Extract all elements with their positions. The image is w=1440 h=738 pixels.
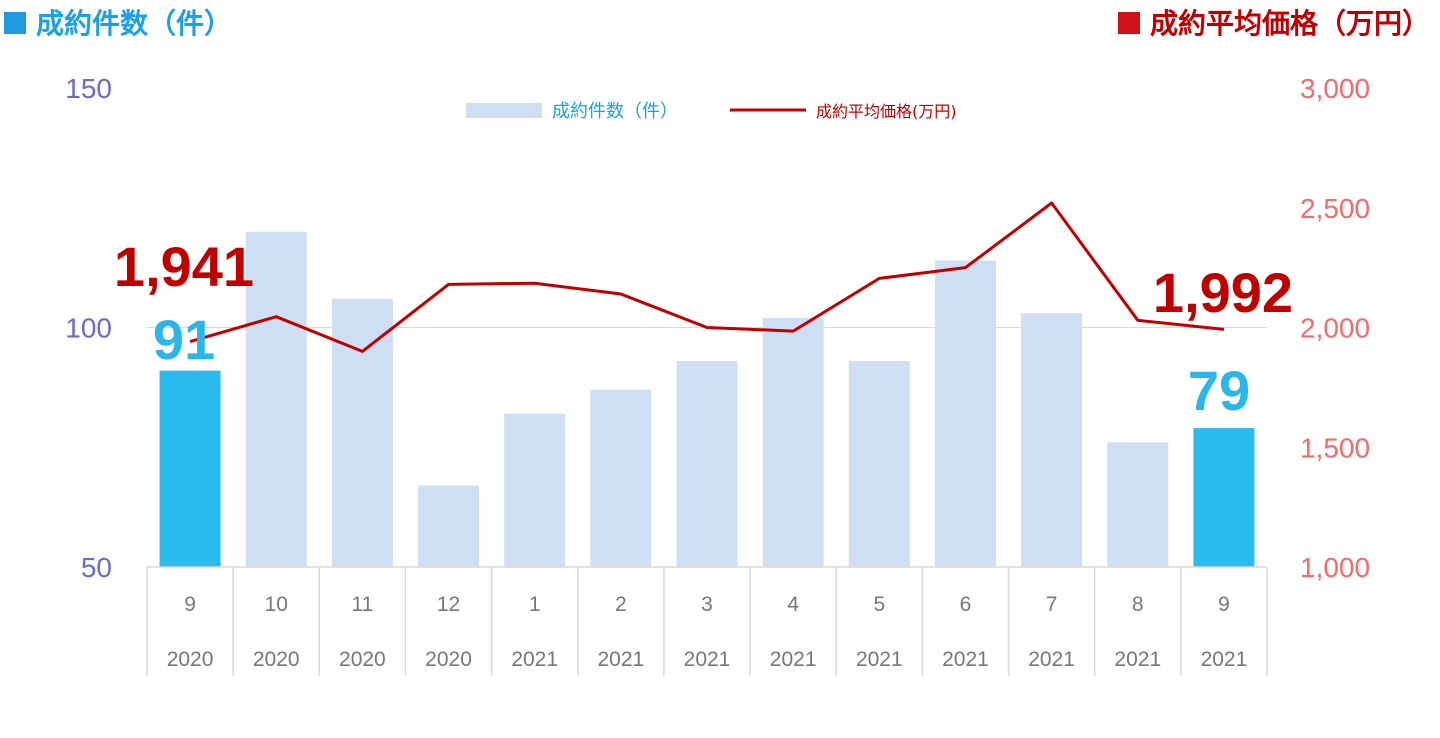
bar-label-last: 79 (1188, 359, 1250, 422)
x-tick-month: 9 (1218, 593, 1230, 616)
right-axis-tick: 1,000 (1300, 552, 1370, 583)
x-tick-month: 1 (529, 593, 541, 616)
x-tick-year: 2021 (1114, 648, 1161, 671)
x-tick-month: 5 (873, 593, 885, 616)
bar (418, 485, 480, 567)
x-tick-year: 2020 (167, 648, 214, 671)
x-tick-year: 2021 (597, 648, 644, 671)
right-axis-tick: 3,000 (1300, 73, 1370, 104)
right-header-text: 成約平均価格（万円） (1149, 7, 1430, 40)
bar (245, 231, 307, 567)
right-axis-tick: 2,500 (1300, 193, 1370, 224)
right-header-square-icon (1117, 12, 1140, 34)
line-label-first: 1,941 (114, 235, 254, 298)
left-header-square-icon (4, 12, 26, 34)
x-tick-year: 2020 (425, 648, 472, 671)
x-tick-month: 6 (960, 593, 972, 616)
legend-bar-label: 成約件数（件） (552, 101, 678, 122)
x-tick-month: 2 (615, 593, 627, 616)
bar (934, 260, 996, 567)
x-tick-year: 2020 (339, 648, 386, 671)
x-tick-month: 11 (351, 593, 373, 616)
x-tick-year: 2021 (684, 648, 731, 671)
x-tick-year: 2021 (1201, 648, 1248, 671)
legend-bar-swatch (466, 103, 542, 118)
x-tick-year: 2021 (770, 648, 817, 671)
x-tick-month: 12 (437, 593, 460, 616)
x-tick-year: 2020 (253, 648, 300, 671)
x-tick-month: 9 (184, 593, 196, 616)
bar (331, 298, 393, 567)
line-label-last: 1,992 (1153, 261, 1293, 324)
left-axis-tick: 150 (65, 73, 112, 104)
bar (504, 413, 566, 567)
x-tick-month: 4 (787, 593, 799, 616)
x-tick-year: 2021 (511, 648, 558, 671)
bar (762, 317, 824, 567)
left-axis-tick: 100 (65, 313, 112, 344)
bar (676, 361, 738, 567)
right-axis-tick: 1,500 (1300, 432, 1370, 463)
x-tick-month: 10 (265, 593, 288, 616)
x-tick-month: 7 (1046, 593, 1058, 616)
right-axis-tick: 2,000 (1300, 313, 1370, 344)
x-tick-month: 8 (1132, 593, 1144, 616)
right-axis-header: 成約平均価格（万円） (1117, 2, 1430, 42)
x-tick-year: 2021 (1028, 648, 1075, 671)
x-tick-month: 3 (701, 593, 713, 616)
x-tick-year: 2021 (942, 648, 989, 671)
bar (848, 361, 910, 567)
bar-label-first: 91 (153, 308, 215, 371)
bar (590, 389, 652, 567)
bar (1107, 442, 1169, 567)
left-axis-header: 成約件数（件） (4, 2, 232, 42)
bar (1021, 313, 1083, 567)
legend-line-label: 成約平均価格(万円) (816, 102, 957, 121)
bar-highlight (159, 370, 221, 567)
left-axis-tick: 50 (81, 552, 112, 583)
x-tick-year: 2021 (856, 648, 903, 671)
left-header-text: 成約件数（件） (36, 7, 233, 40)
bar-highlight (1193, 428, 1255, 567)
